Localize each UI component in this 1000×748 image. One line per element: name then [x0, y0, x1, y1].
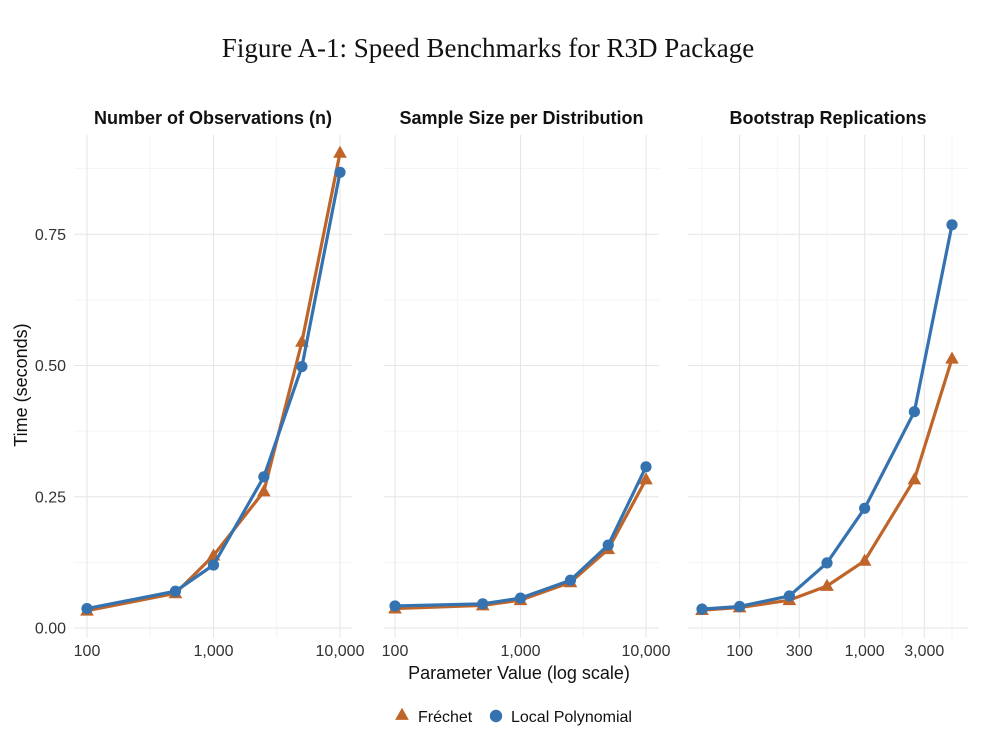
x-axis-label: Parameter Value (log scale) [408, 663, 630, 683]
data-point-frechet [945, 351, 959, 364]
series-line-local-polynomial [85, 170, 342, 611]
data-point-local-polynomial [602, 539, 614, 551]
data-point-local-polynomial [296, 360, 308, 373]
data-point-frechet [907, 472, 922, 485]
data-point-local-polynomial [81, 602, 93, 615]
x-tick-label: 10,000 [622, 643, 671, 660]
legend-label-frechet: Fréchet [418, 709, 473, 726]
x-tick-label: 10,000 [316, 643, 365, 660]
panel-title: Bootstrap Replications [729, 108, 926, 128]
data-point-local-polynomial [207, 559, 220, 571]
figure-title: Figure A-1: Speed Benchmarks for R3D Pac… [222, 33, 754, 63]
data-point-local-polynomial [640, 461, 652, 473]
panel-title: Number of Observations (n) [94, 108, 332, 128]
panel-title: Sample Size per Distribution [399, 108, 643, 128]
panels: 100 1,000 10,000 0.00 0.25 0.50 0.75 Number of … [35, 108, 968, 660]
legend-marker-frechet [395, 707, 409, 720]
data-point-local-polynomial [389, 600, 401, 612]
y-tick-label: 0.00 [35, 621, 66, 638]
data-point-local-polynomial [821, 557, 833, 569]
data-point-local-polynomial [734, 600, 746, 613]
data-point-frechet [639, 472, 653, 485]
data-point-local-polynomial [477, 598, 489, 610]
legend-label-local-polynomial: Local Polynomial [511, 709, 632, 726]
x-tick-label: 300 [786, 643, 813, 660]
y-tick-label: 0.50 [35, 358, 66, 375]
data-point-local-polynomial [946, 219, 958, 231]
data-point-local-polynomial [859, 502, 871, 514]
data-point-local-polynomial [169, 585, 182, 597]
data-point-frechet [256, 484, 271, 497]
x-tick-label: 100 [382, 643, 409, 660]
data-point-local-polynomial [564, 574, 577, 586]
data-point-local-polynomial [908, 406, 920, 418]
x-tick-label: 1,000 [193, 643, 233, 660]
x-tick-label: 100 [726, 643, 753, 660]
x-tick-label: 1,000 [845, 643, 885, 660]
series-line-local-polynomial [393, 465, 648, 608]
x-tick-label: 1,000 [500, 643, 540, 660]
data-point-local-polynomial [696, 603, 708, 615]
panel-sample-size-per-distribution: 100 1,000 10,000 Sample Size per Distributi… [382, 108, 671, 660]
data-point-local-polynomial [334, 166, 346, 178]
panel-number-of-observations-n: 100 1,000 10,000 0.00 0.25 0.50 0.75 Number of … [35, 108, 365, 660]
data-point-local-polynomial [258, 471, 270, 483]
y-tick-label: 0.25 [35, 489, 66, 506]
data-point-frechet [333, 145, 347, 158]
y-axis-label: Time (seconds) [11, 323, 31, 446]
data-point-local-polynomial [514, 592, 527, 604]
data-point-frechet [820, 578, 834, 591]
y-tick-label: 0.75 [35, 227, 66, 244]
legend: Fréchet Local Polynomial [395, 707, 632, 726]
x-tick-label: 100 [74, 643, 101, 660]
panel-bootstrap-replications: 100 300 1,000 3,000 Bootstrap Replications [688, 108, 968, 660]
x-tick-label: 3,000 [904, 643, 944, 660]
legend-marker-local-polynomial [489, 709, 503, 723]
data-point-local-polynomial [783, 590, 795, 602]
data-point-frechet [857, 553, 872, 566]
series-line-fr-chet [393, 477, 648, 611]
